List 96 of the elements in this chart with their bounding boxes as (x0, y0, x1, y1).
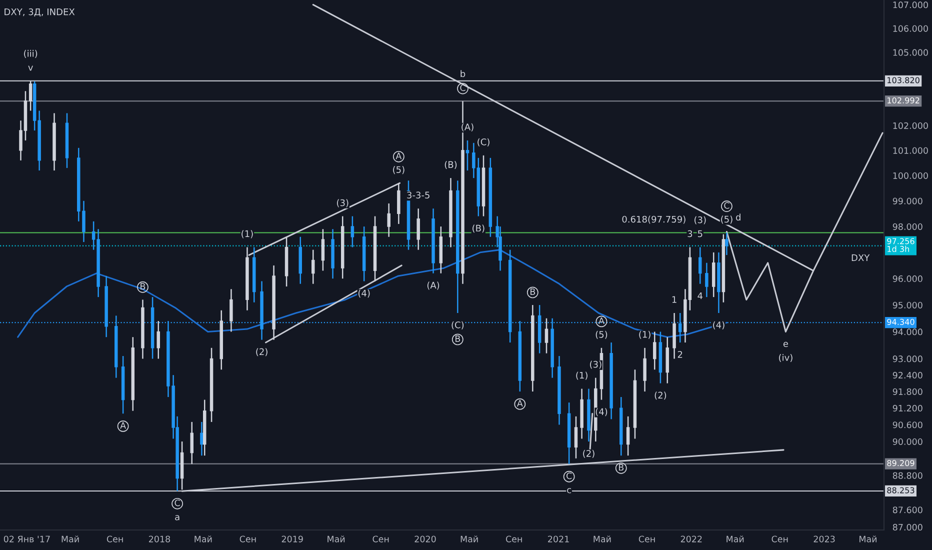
x-tick-label: 2020 (414, 536, 436, 542)
x-tick-label: 2021 (548, 536, 569, 542)
x-tick-label: 2023 (814, 536, 835, 542)
ref-line-label: 97.256 1d 3h (887, 238, 914, 252)
annotation: 2 (678, 350, 682, 358)
annotation: (C) (452, 321, 464, 330)
y-tick-label: 101.000 (893, 147, 928, 154)
x-tick-label: 2022 (680, 536, 702, 542)
x-tick-label: Май (594, 536, 611, 542)
annotation: A (598, 317, 604, 324)
annotation: C (174, 500, 180, 506)
y-tick-label: 100.000 (893, 172, 928, 179)
annotation: (5) (596, 330, 608, 339)
y-tick-label: 106.000 (893, 25, 928, 32)
x-tick-label: 2019 (282, 536, 303, 542)
annotation: (1) (639, 330, 650, 339)
annotation: (4) (358, 290, 370, 298)
annotation: 4 (698, 292, 702, 300)
y-tick-label: 93.000 (892, 356, 922, 362)
x-tick-label: Сен (106, 536, 123, 542)
y-tick-label: 99.000 (892, 198, 922, 204)
annotation: d (736, 214, 740, 221)
y-tick-label: 88.800 (892, 472, 922, 479)
y-tick-label: 92.400 (892, 372, 922, 379)
annotation: A (120, 422, 126, 429)
annotation: (1) (242, 230, 253, 238)
annotation: (4) (596, 408, 608, 416)
annotation: (3) (694, 216, 706, 224)
y-tick-label: 95.000 (892, 302, 922, 308)
annotation: (4) (713, 321, 724, 330)
y-tick-label: 87.600 (892, 506, 922, 514)
annotation: (3) (590, 360, 602, 369)
x-tick-label: Май (860, 536, 876, 542)
annotation: e (783, 342, 788, 348)
annotation: A (396, 152, 402, 160)
annotation: (1) (576, 372, 588, 380)
x-tick-label: Сен (772, 536, 788, 542)
x-tick-label: 02 Янв '17 (4, 536, 50, 542)
annotation: (A) (427, 282, 440, 290)
annotation: a (175, 515, 180, 520)
annotation: C (566, 472, 572, 480)
annotation: B (140, 283, 146, 290)
y-tick-label: 91.200 (892, 404, 922, 412)
annotation: 0.618(97.759) (622, 216, 686, 224)
y-tick-label: 90.600 (892, 422, 922, 428)
y-tick-label: 98.000 (892, 223, 922, 230)
annotation: v (28, 66, 33, 71)
ref-line-label: 94.340 (887, 318, 914, 325)
y-tick-label: 87.000 (892, 524, 922, 531)
annotation: B (530, 288, 536, 295)
annotation: (3) (336, 199, 348, 208)
ref-line-label: 88.253 (887, 487, 914, 494)
x-tick-label: Сен (506, 536, 522, 542)
annotation: (A) (462, 123, 474, 132)
x-tick-label: Май (460, 536, 478, 542)
annotation: (2) (583, 450, 594, 458)
annotation: (5) (721, 216, 732, 224)
annotation: 3 (688, 230, 692, 238)
annotation: (iv) (779, 354, 792, 362)
x-tick-label: Сен (638, 536, 655, 542)
annotation: c (567, 488, 571, 494)
annotation: (B) (472, 224, 484, 233)
y-tick-label: 91.800 (892, 388, 922, 395)
x-tick-label: Сен (372, 536, 389, 542)
y-tick-label: 107.000 (893, 2, 928, 8)
annotation: C (460, 84, 466, 92)
text: DXY, 3Д, INDEX (4, 8, 75, 17)
annotation: 3-3-5 (407, 192, 430, 198)
annotation: b (460, 70, 466, 78)
y-tick-label: 94.000 (892, 328, 922, 336)
annotation: (5) (393, 166, 404, 174)
y-tick-label: 90.000 (892, 438, 922, 445)
y-tick-label: 105.000 (893, 49, 928, 56)
ref-line-label: 89.209 (887, 460, 914, 466)
annotation: DXY (852, 254, 870, 261)
x-tick-label: 2018 (148, 536, 170, 542)
annotation: (2) (654, 392, 666, 400)
y-tick-label: 96.000 (892, 275, 922, 282)
x-tick-label: Сен (240, 536, 256, 542)
x-tick-label: Май (62, 536, 79, 542)
annotation: 5 (698, 230, 702, 238)
annotation: (C) (478, 138, 490, 146)
x-tick-label: Май (328, 536, 345, 542)
annotation: B (456, 335, 460, 342)
annotation: (iii) (24, 50, 38, 58)
ref-line-label: 103.820 (888, 77, 920, 84)
annotation: (B) (444, 160, 457, 170)
annotation: B (618, 464, 624, 471)
x-tick-label: Май (194, 536, 212, 542)
x-tick-label: Май (726, 536, 744, 542)
ref-line-label: 102.992 (888, 97, 920, 104)
annotation: A (516, 400, 523, 406)
annotation: C (724, 202, 730, 209)
annotation: (2) (256, 348, 268, 356)
y-tick-label: 102.000 (893, 122, 928, 129)
annotation: 1 (672, 296, 676, 303)
